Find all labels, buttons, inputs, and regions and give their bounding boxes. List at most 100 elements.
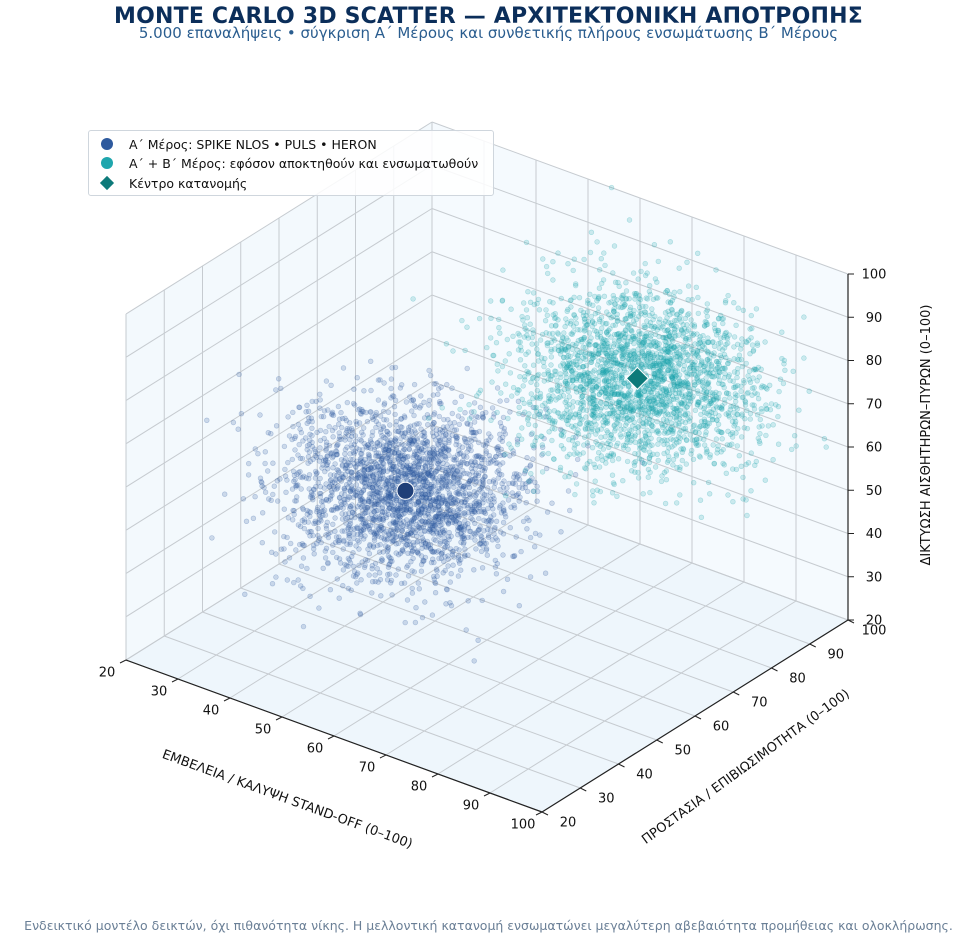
scatter-point [681, 326, 688, 332]
scatter-point [380, 464, 386, 470]
scatter-point [440, 477, 446, 484]
scatter-point [601, 250, 607, 256]
scatter-point [398, 499, 404, 506]
scatter-point [624, 458, 631, 465]
scatter-point [614, 493, 620, 499]
scatter-point [513, 534, 519, 540]
scatter-point [346, 476, 352, 482]
scatter-point [713, 267, 719, 273]
scatter-point [420, 474, 426, 480]
scatter-point [682, 315, 689, 322]
scatter-point [427, 466, 433, 472]
scatter-point [442, 567, 448, 574]
scatter-point [533, 341, 540, 347]
scatter-point [352, 514, 358, 521]
scatter-point [735, 305, 741, 311]
scatter-point [350, 456, 356, 463]
scatter-point [400, 464, 407, 470]
scatter-point [330, 507, 337, 513]
scatter-point [643, 383, 650, 390]
scatter-point [373, 424, 379, 431]
scatter-point [575, 427, 581, 433]
scatter-point [404, 464, 410, 470]
scatter-point [442, 427, 448, 433]
scatter-point [317, 437, 324, 444]
scatter-point [533, 394, 539, 400]
scatter-point [455, 489, 461, 495]
scatter-point [551, 408, 558, 414]
scatter-point [409, 470, 416, 476]
scatter-point [432, 455, 438, 461]
scatter-point [328, 450, 335, 456]
scatter-point [707, 452, 713, 458]
scatter-point [404, 454, 410, 460]
scatter-point [549, 437, 555, 444]
scatter-point [398, 469, 404, 475]
scatter-point [623, 280, 629, 286]
scatter-point [753, 458, 759, 465]
scatter-point [402, 499, 408, 505]
scatter-point [371, 474, 377, 481]
scatter-point [438, 551, 445, 557]
scatter-point [351, 535, 357, 542]
scatter-point [418, 403, 424, 409]
scatter-point [461, 535, 467, 542]
scatter-point [423, 495, 430, 501]
scatter-point [681, 363, 688, 369]
scatter-point [541, 371, 547, 378]
scatter-point [418, 561, 425, 568]
scatter-point [565, 343, 571, 350]
scatter-point [453, 545, 459, 552]
scatter-point [358, 455, 364, 461]
scatter-point [426, 526, 433, 532]
scatter-point [442, 454, 449, 460]
scatter-point [303, 409, 309, 415]
scatter-point [317, 516, 323, 523]
scatter-point [572, 442, 578, 448]
scatter-point [642, 429, 648, 436]
scatter-point [420, 557, 426, 563]
scatter-point [375, 501, 381, 508]
scatter-point [597, 488, 604, 495]
scatter-point [338, 499, 344, 505]
scatter-point [577, 327, 583, 333]
scatter-point [372, 482, 378, 488]
scatter-point [444, 513, 451, 519]
scatter-point [468, 438, 475, 444]
scatter-point [515, 490, 522, 497]
scatter-point [401, 580, 408, 586]
scatter-point [392, 534, 399, 540]
scatter-point [660, 321, 667, 327]
scatter-point [587, 458, 593, 465]
scatter-point [408, 398, 415, 404]
scatter-point [356, 539, 362, 545]
scatter-point [399, 441, 405, 447]
scatter-point [439, 516, 446, 523]
scatter-point [609, 490, 616, 496]
scatter-point [762, 477, 768, 483]
scatter-point [304, 443, 311, 449]
scatter-point [424, 544, 430, 551]
scatter-point [605, 452, 611, 459]
scatter-point [398, 424, 404, 430]
scatter-point [353, 476, 359, 482]
scatter-point [441, 433, 447, 439]
scatter-point [424, 538, 430, 545]
scatter-point [601, 293, 608, 299]
scatter-point [361, 468, 367, 474]
scatter-point [464, 502, 470, 508]
scatter-point [539, 442, 545, 448]
scatter-point [670, 396, 677, 402]
scatter-point [725, 428, 731, 434]
scatter-point [642, 272, 649, 279]
scatter-point [734, 382, 741, 389]
scatter-point [528, 470, 534, 477]
scatter-point [561, 330, 567, 336]
scatter-point [462, 518, 468, 524]
scatter-point [757, 440, 763, 447]
scatter-point [367, 437, 374, 443]
scatter-point [694, 353, 701, 359]
scatter-point [408, 529, 415, 536]
scatter-point [527, 574, 534, 580]
scatter-point [262, 449, 268, 455]
